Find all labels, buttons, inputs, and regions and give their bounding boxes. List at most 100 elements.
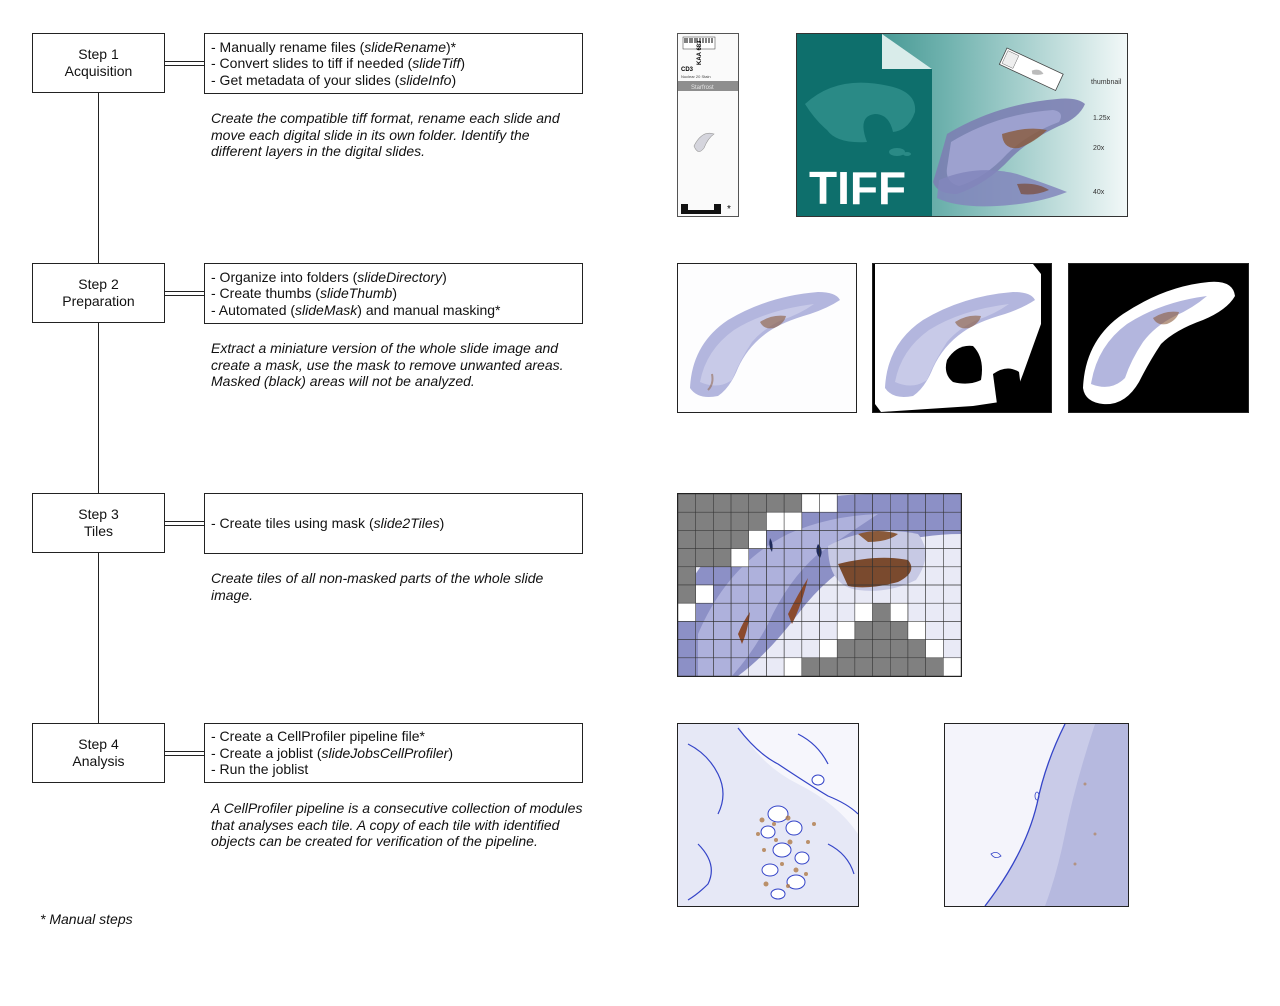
masked-tile [713,530,732,549]
masked-tile [872,639,891,659]
empty-tile [819,639,838,659]
masked-tile [678,530,696,549]
step-1-subtitle: Acquisition [64,63,133,79]
task-line: - Create a CellProfiler pipeline file* [211,728,425,745]
function-name: slideThumb [319,285,393,302]
step-1-description: Create the compatible tiff format, renam… [211,110,560,159]
masked-tile [730,530,750,549]
tiles-drawing [678,494,961,676]
tiles-grid-image [677,493,962,677]
glass-slide-image: KAA 683 CD3 Nuclear 20 Stain Starfrost * [677,33,739,217]
function-name: slide2Tiles [373,515,440,532]
step-1-box: Step 1 Acquisition [32,33,165,93]
masked-tile [890,621,909,640]
empty-tile [819,494,838,513]
empty-tile [695,584,714,604]
tile-cells [678,494,961,676]
empty-tile [730,548,750,568]
masked-tile [695,511,714,531]
step-3-description: Create tiles of all non-masked parts of … [211,570,544,603]
glass-slide-drawing: KAA 683 CD3 Nuclear 20 Stain Starfrost * [678,34,738,216]
step-3-title: Step 3 [78,506,119,522]
task-line: - Create tiles using mask (slide2Tiles) [211,515,445,532]
masked-tile [678,548,696,568]
task-line: - Create thumbs (slideThumb) [211,285,397,302]
masked-tile [695,494,714,513]
automated-mask-drawing [873,264,1051,412]
masked-tile [748,494,767,513]
tiff-figure-drawing: TIFF thumbnail 1.25x 20x 40x [797,34,1127,216]
automated-mask-image [872,263,1052,413]
masked-tile [748,511,767,531]
masked-tile [695,548,714,568]
masked-tile [678,566,696,586]
manual-mask-image [1068,263,1249,413]
step-4-connector [165,751,204,756]
empty-tile [890,602,909,622]
empty-tile [783,511,803,531]
task-line: - Create a joblist (slideJobsCellProfile… [211,744,453,761]
function-name: slideMask [295,301,358,318]
empty-tile [748,530,767,549]
step-4-description: A CellProfiler pipeline is a consecutive… [211,800,583,849]
masked-tile [678,494,696,513]
empty-tile [925,639,944,659]
step-4-subtitle: Analysis [72,753,125,769]
footnote: * Manual steps [40,911,133,927]
masked-tile [819,657,838,676]
step-3-box: Step 3 Tiles [32,493,165,553]
slide-small-text: Nuclear 20 Stain [681,74,711,79]
task-line: - Convert slides to tiff if needed (slid… [211,55,466,72]
function-name: slideRename [364,38,446,55]
step-2-title: Step 2 [78,276,119,292]
thumbnail-image [677,263,857,413]
step-2-connector [165,291,204,296]
task-line: - Manually rename files (slideRename)* [211,38,457,55]
empty-tile [783,657,803,676]
flow-connector-line [98,93,99,724]
empty-tile [854,602,873,622]
masked-tile [678,584,696,604]
step-4-title: Step 4 [78,736,119,752]
thumbnail-drawing [678,264,856,412]
tiff-word: TIFF [809,162,906,214]
empty-tile [766,511,785,531]
step-3-connector [165,521,204,526]
empty-tile [678,602,696,622]
tiff-layer-label-1: 1.25x [1093,115,1111,122]
masked-tile [836,657,856,676]
manual-mask-drawing [1069,264,1248,412]
step-2-box: Step 2 Preparation [32,263,165,323]
step-1-task-list: - Manually rename files (slideRename)* -… [204,33,583,94]
masked-tile [801,657,820,676]
masked-tile [854,621,873,640]
masked-tile [925,657,944,676]
slide-brand-text: Starfrost [691,85,714,91]
task-line: - Automated (slideMask) and manual maski… [211,301,501,318]
masked-tile [907,639,926,659]
masked-tile [907,657,926,676]
step-4-task-list: - Create a CellProfiler pipeline file* -… [204,723,583,783]
analysis-tile-drawing-2 [945,724,1128,906]
function-name: slideDirectory [357,268,443,285]
masked-tile [730,511,750,531]
step-2-subtitle: Preparation [62,293,135,309]
masked-tile [695,530,714,549]
step-3-subtitle: Tiles [83,523,114,539]
masked-tile [678,511,696,531]
tiff-layer-label-2: 20x [1093,145,1105,152]
masked-tile [872,657,891,676]
analysis-tile-drawing-1 [678,724,858,906]
task-line: - Organize into folders (slideDirectory) [211,268,447,285]
masked-tile [854,639,873,659]
step-2-description: Extract a miniature version of the whole… [211,340,564,389]
analysis-tile-image-1 [677,723,859,907]
tiff-layer-label-0: thumbnail [1091,79,1122,86]
masked-tile [783,494,803,513]
function-name: slideJobsCellProfiler [321,744,449,761]
masked-tile [766,494,785,513]
analysis-tile-image-2 [944,723,1129,907]
step-2-task-list: - Organize into folders (slideDirectory)… [204,263,583,324]
masked-tile [713,511,732,531]
empty-tile [943,657,961,676]
